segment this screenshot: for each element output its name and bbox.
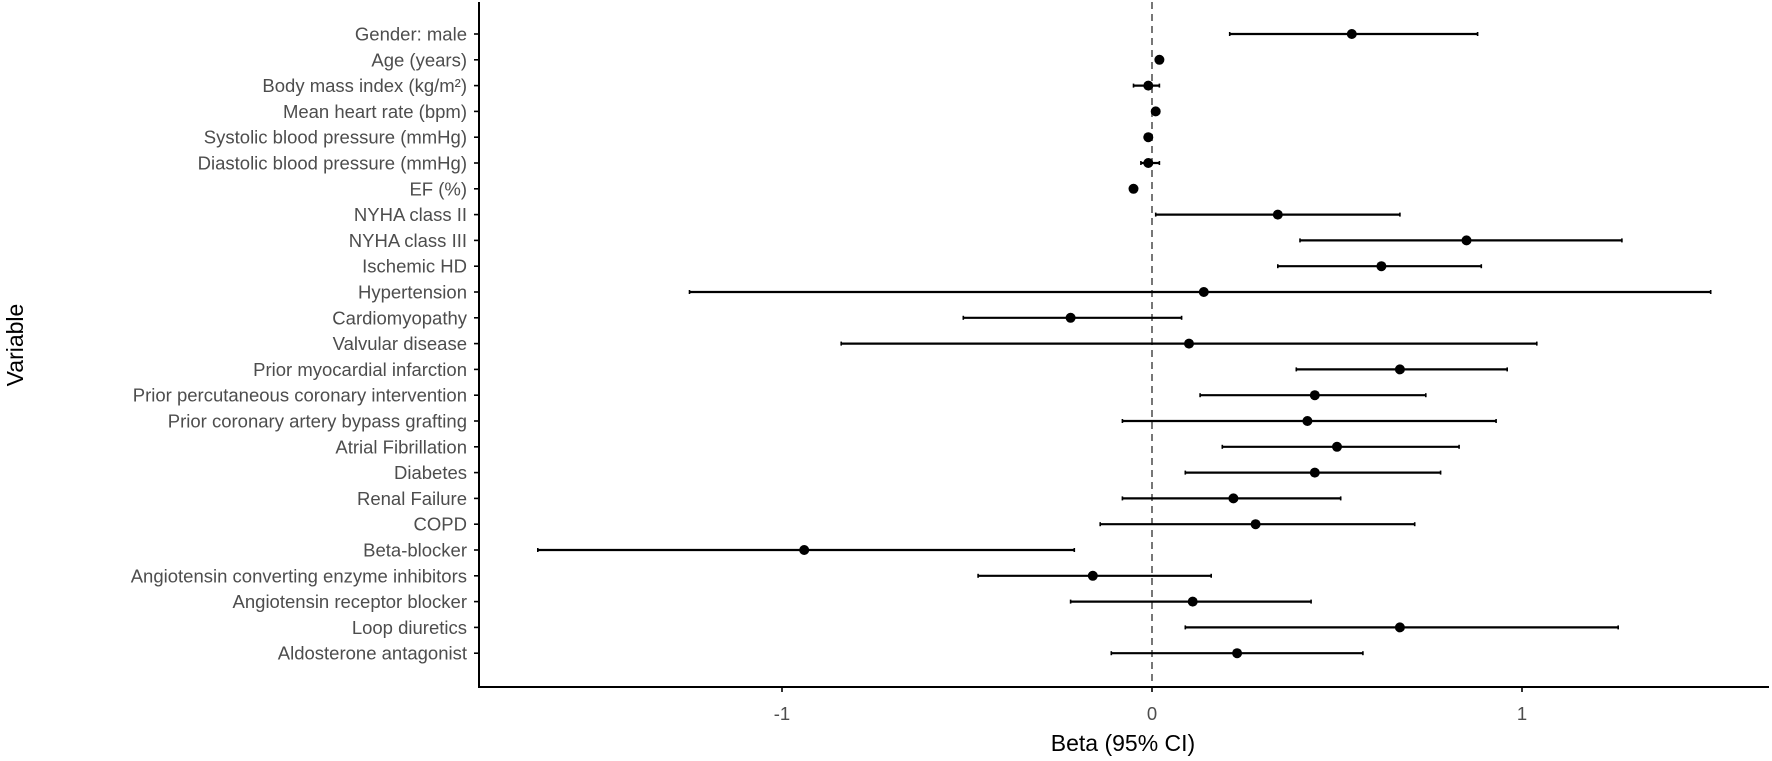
y-tick-label: Aldosterone antagonist <box>278 643 467 664</box>
point-estimate <box>1461 235 1472 246</box>
y-tick-label: Loop diuretics <box>352 617 467 638</box>
point-estimate <box>1272 209 1283 220</box>
point-estimate <box>1087 570 1098 581</box>
y-tick-label: Angiotensin receptor blocker <box>233 591 467 612</box>
point-estimate <box>1150 106 1161 117</box>
y-tick-label: Cardiomyopathy <box>332 307 467 328</box>
point-estimate <box>1198 287 1209 297</box>
y-tick-label: Gender: male <box>355 24 467 45</box>
point-estimate <box>1332 441 1342 452</box>
point-estimate <box>1302 416 1313 426</box>
y-tick-label: NYHA class III <box>349 230 467 251</box>
point-estimate <box>1143 132 1154 143</box>
y-axis: Gender: male Age (years) Body mass index (… <box>131 2 480 687</box>
point-estimate <box>1394 364 1405 375</box>
point-estimates <box>799 29 1472 659</box>
y-tick-label: Valvular disease <box>333 333 467 354</box>
confidence-intervals <box>536 32 1712 656</box>
y-tick-label: Body mass index (kg/m²) <box>262 75 467 96</box>
point-estimate <box>1143 158 1154 168</box>
point-estimate <box>1309 390 1320 401</box>
y-tick-label: Diastolic blood pressure (mmHg) <box>198 153 467 174</box>
y-tick-label: Prior coronary artery bypass grafting <box>168 411 467 432</box>
y-tick-label: Diabetes <box>394 462 467 483</box>
x-axis: -1 0 1 <box>478 686 1769 724</box>
y-tick-label: Angiotensin converting enzyme inhibitors <box>131 565 467 586</box>
y-tick-label: Mean heart rate (bpm) <box>283 101 467 122</box>
point-estimate <box>1309 467 1320 478</box>
y-axis-title: Variable <box>2 304 28 387</box>
y-tick-label: NYHA class II <box>354 204 467 225</box>
y-tick-label: Hypertension <box>358 282 467 303</box>
point-estimate <box>799 545 810 555</box>
point-estimate <box>1065 312 1076 323</box>
y-tick-label: Prior myocardial infarction <box>253 359 467 380</box>
y-tick-label: Systolic blood pressure (mmHg) <box>204 127 467 148</box>
y-tick-label: Renal Failure <box>357 488 467 509</box>
point-estimate <box>1128 183 1139 194</box>
x-axis-title: Beta (95% CI) <box>1051 730 1195 756</box>
y-tick-label: Ischemic HD <box>362 256 467 277</box>
x-tick-label: 1 <box>1517 703 1527 724</box>
x-tick-label: 0 <box>1147 703 1157 724</box>
point-estimate <box>1376 261 1387 272</box>
x-tick-label: -1 <box>774 703 790 724</box>
y-tick-label: Beta-blocker <box>363 540 467 561</box>
forest-row <box>1299 238 1623 243</box>
y-tick-label: Atrial Fibrillation <box>335 436 467 457</box>
point-estimate <box>1394 622 1405 633</box>
y-tick-label: COPD <box>414 514 467 535</box>
point-estimate <box>1187 596 1198 607</box>
point-estimate <box>1228 493 1239 504</box>
y-tick-label: Prior percutaneous coronary intervention <box>133 385 467 406</box>
y-tick-label: Age (years) <box>371 49 467 70</box>
point-estimate <box>1250 519 1261 530</box>
point-estimate <box>1184 338 1194 349</box>
point-estimate <box>1346 29 1357 39</box>
point-estimate <box>1154 54 1165 65</box>
y-tick-label: EF (%) <box>409 178 467 199</box>
point-estimate <box>1143 80 1154 91</box>
point-estimate <box>1232 648 1243 659</box>
